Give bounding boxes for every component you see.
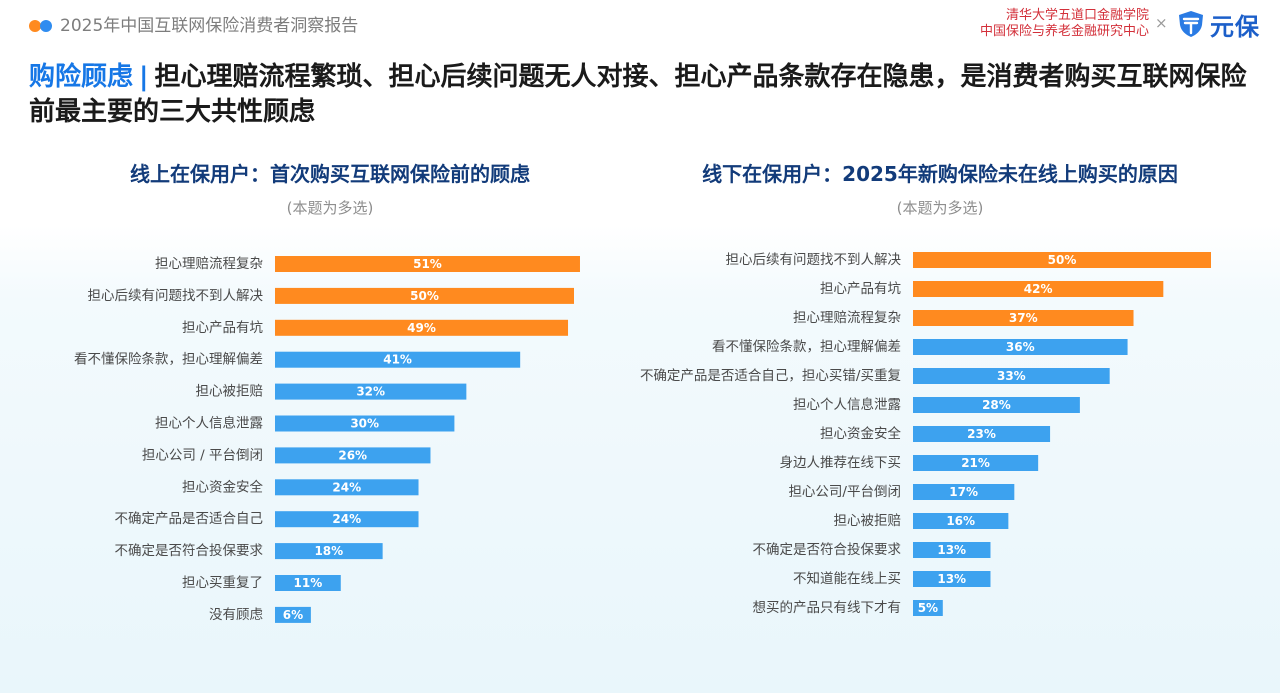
headline-text: 担心理赔流程繁琐、担心后续问题无人对接、担心产品条款存在隐患，是消费者购买互联网… — [29, 62, 1247, 127]
value-label: 24% — [332, 512, 361, 526]
bar — [913, 310, 1134, 326]
bar — [275, 319, 569, 336]
blue-dot — [40, 20, 52, 32]
category-label: 不确定是否符合投保要求 — [115, 543, 264, 559]
category-label: 担心公司/平台倒闭 — [788, 484, 901, 500]
value-label: 16% — [946, 514, 975, 528]
category-label: 身边人推荐在线下买 — [780, 455, 902, 471]
bar — [275, 479, 419, 496]
value-label: 51% — [413, 257, 442, 271]
value-label: 41% — [383, 353, 412, 367]
category-label: 担心买重复了 — [182, 574, 263, 591]
brand-logo: 元保 — [1176, 8, 1260, 41]
category-label: 担心后续有问题找不到人解决 — [726, 252, 902, 268]
shield-logo-icon — [1179, 11, 1203, 37]
orange-dot — [29, 20, 41, 32]
value-label: 30% — [350, 417, 379, 431]
chart-offline-users: 线下在保用户：2025年新购保险未在线上购买的原因 (本题为多选) 担心后续有问… — [620, 160, 1260, 640]
category-label: 担心产品有坑 — [182, 320, 263, 336]
value-label: 17% — [949, 485, 978, 499]
chart-subtitle: (本题为多选) — [286, 199, 374, 217]
category-label: 看不懂保险条款，担心理解偏差 — [712, 338, 901, 355]
value-label: 23% — [967, 427, 996, 441]
category-label: 看不懂保险条款，担心理解偏差 — [74, 351, 263, 368]
bar — [913, 484, 1015, 500]
value-label: 50% — [1048, 253, 1077, 267]
headline-separator: | — [139, 62, 149, 92]
value-label: 42% — [1024, 282, 1053, 296]
bar — [913, 571, 991, 587]
bar — [913, 368, 1110, 384]
bar — [275, 543, 383, 560]
bar — [913, 339, 1128, 355]
value-label: 24% — [332, 480, 361, 494]
brand-name: 元保 — [1210, 12, 1260, 41]
category-label: 不确定是否符合投保要求 — [753, 542, 902, 558]
bar — [913, 281, 1164, 297]
bar — [275, 287, 574, 304]
page-headline: 购险顾虑 | 担心理赔流程繁琐、担心后续问题无人对接、担心产品条款存在隐患，是消费者… — [29, 60, 1259, 130]
category-label: 担心后续有问题找不到人解决 — [88, 288, 264, 304]
bar — [913, 513, 1009, 529]
category-label: 担心理赔流程复杂 — [155, 255, 263, 272]
bar — [275, 415, 455, 432]
category-label: 担心公司 / 平台倒闭 — [142, 447, 263, 463]
report-title: 2025年中国互联网保险消费者洞察报告 — [60, 16, 359, 36]
value-label: 6% — [283, 608, 303, 622]
value-label: 18% — [314, 544, 343, 558]
category-label: 担心个人信息泄露 — [793, 396, 901, 413]
category-label: 不确定产品是否适合自己 — [115, 511, 264, 527]
value-label: 50% — [410, 289, 439, 303]
bar — [913, 542, 991, 558]
chart-subtitle: (本题为多选) — [896, 199, 984, 217]
bar — [275, 606, 311, 623]
category-label: 不确定产品是否适合自己，担心买错/买重复 — [640, 367, 901, 384]
bar — [275, 351, 521, 368]
category-label: 担心资金安全 — [182, 478, 263, 495]
category-label: 没有顾虑 — [209, 607, 263, 623]
category-label: 担心产品有坑 — [820, 281, 901, 297]
value-label: 49% — [407, 321, 436, 335]
collaboration-times-sign: × — [1155, 14, 1168, 32]
bar — [913, 397, 1080, 413]
headline-keyword: 购险顾虑 — [29, 62, 134, 92]
bar — [275, 447, 431, 464]
value-label: 21% — [961, 456, 990, 470]
chart-title: 线上在保用户：首次购买互联网保险前的顾虑 — [130, 162, 530, 186]
institution-line-2: 中国保险与养老金融研究中心 — [979, 24, 1149, 39]
report-logo-dots — [29, 18, 55, 34]
value-label: 36% — [1006, 340, 1035, 354]
value-label: 37% — [1009, 311, 1038, 325]
category-label: 担心个人信息泄露 — [155, 415, 263, 432]
bar — [913, 426, 1051, 442]
category-label: 想买的产品只有线下才有 — [753, 600, 902, 616]
bar — [913, 455, 1039, 471]
category-label: 担心被拒赔 — [834, 513, 902, 529]
bar — [275, 575, 341, 591]
institution-line-1: 清华大学五道口金融学院 — [1005, 8, 1149, 23]
bar — [913, 600, 943, 616]
bar — [275, 383, 467, 400]
chart-online-bars: 担心理赔流程复杂 51% 担心后续有问题找不到人解决 50% 担心产品有坑 49% 看不懂保… — [74, 255, 580, 623]
bar — [913, 252, 1211, 268]
chart-title: 线下在保用户：2025年新购保险未在线上购买的原因 — [702, 162, 1178, 186]
bar — [275, 511, 419, 528]
value-label: 32% — [356, 385, 385, 399]
value-label: 5% — [918, 601, 938, 615]
category-label: 担心资金安全 — [820, 425, 901, 442]
chart-online-users: 线上在保用户：首次购买互联网保险前的顾虑 (本题为多选) 担心理赔流程复杂 51%… — [20, 160, 640, 640]
category-label: 担心被拒赔 — [196, 384, 264, 400]
value-label: 13% — [937, 543, 966, 557]
value-label: 33% — [997, 369, 1026, 383]
category-label: 不知道能在线上买 — [793, 570, 901, 587]
value-label: 13% — [937, 572, 966, 586]
value-label: 26% — [338, 448, 367, 462]
institution-block: 清华大学五道口金融学院 中国保险与养老金融研究中心 — [980, 8, 1149, 40]
category-label: 担心理赔流程复杂 — [793, 309, 901, 326]
bar — [275, 256, 580, 272]
value-label: 11% — [294, 576, 323, 590]
value-label: 28% — [982, 398, 1011, 412]
chart-offline-bars: 担心后续有问题找不到人解决 50% 担心产品有坑 42% 担心理赔流程复杂 37% 看不懂保… — [640, 252, 1211, 616]
